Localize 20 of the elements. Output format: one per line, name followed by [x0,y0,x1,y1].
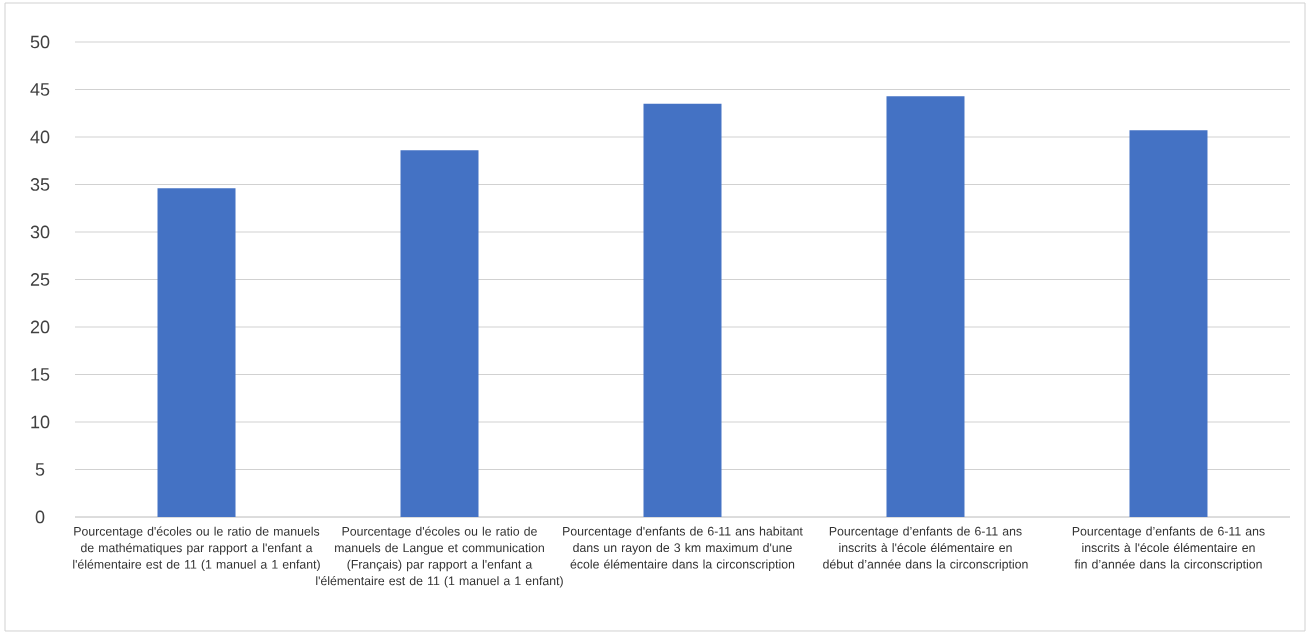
y-tick-label: 30 [30,225,50,239]
bar [643,103,722,517]
y-tick-label: 50 [30,35,50,49]
x-tick-label: Pourcentage d'écoles ou le ratio de manuels de mathématiques par rapport a l'enfant a l'élémentaire est de 11 (1 manuel a 1 enfant) [73,526,320,572]
bar [157,188,236,517]
y-tick-label: 15 [31,368,50,381]
x-tick-label: Pourcentage d’enfants de 6-11 ans inscrits à l'école élémentaire en début d’année dans la circonscription [823,526,1028,571]
y-tick-label: 20 [30,320,50,334]
bar [1129,130,1208,517]
y-tick-label: 25 [30,273,50,286]
y-tick-label: 10 [31,415,50,429]
y-tick-label: 5 [35,463,45,476]
x-tick-label: Pourcentage d’enfants de 6-11 ans inscrits à l'école élémentaire en fin d’année dans la circonscription [1072,526,1265,571]
y-tick-label: 35 [30,178,50,191]
y-tick-label: 45 [30,83,50,96]
y-tick-label: 40 [30,130,50,144]
bar [400,150,479,517]
y-tick-label: 0 [35,510,45,524]
bar [886,96,965,517]
x-tick-label: Pourcentage d'enfants de 6-11 ans habitant dans un rayon de 3 km maximum d'une école élémentaire dans la circonscription [563,526,803,571]
